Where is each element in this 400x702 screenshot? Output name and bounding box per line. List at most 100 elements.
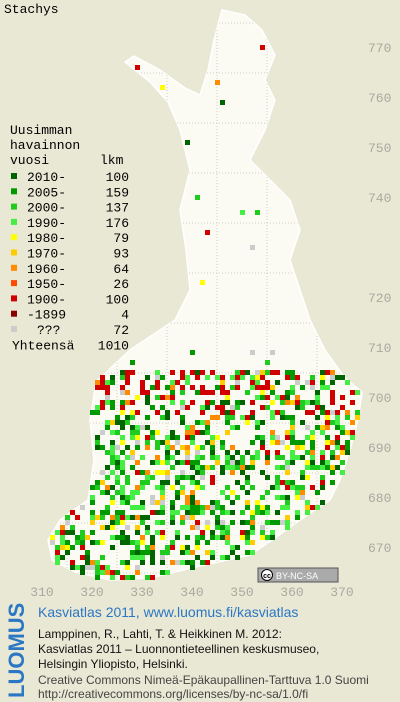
record-cell — [250, 385, 255, 390]
record-cell — [115, 460, 120, 465]
record-cell — [155, 530, 160, 535]
record-cell — [135, 395, 140, 400]
record-cell — [160, 440, 165, 445]
record-cell — [220, 400, 225, 405]
record-cell — [310, 400, 315, 405]
record-cell — [250, 400, 255, 405]
record-cell — [195, 195, 200, 200]
record-cell — [135, 485, 140, 490]
record-cell — [220, 375, 225, 380]
record-cell — [140, 540, 145, 545]
record-cell — [105, 570, 110, 575]
record-cell — [255, 210, 260, 215]
record-cell — [315, 395, 320, 400]
record-cell — [150, 405, 155, 410]
record-cell — [155, 430, 160, 435]
record-cell — [225, 430, 230, 435]
record-cell — [260, 390, 265, 395]
record-cell — [115, 535, 120, 540]
record-cell — [195, 535, 200, 540]
record-cell — [125, 420, 130, 425]
record-cell — [120, 510, 125, 515]
x-grid-label: 320 — [80, 585, 103, 600]
record-cell — [170, 510, 175, 515]
record-cell — [335, 455, 340, 460]
legend-total-label: Yhteensä — [12, 338, 75, 353]
record-cell — [150, 545, 155, 550]
record-cell — [195, 505, 200, 510]
record-cell — [290, 400, 295, 405]
record-cell — [300, 445, 305, 450]
record-cell — [275, 395, 280, 400]
record-cell — [250, 530, 255, 535]
record-cell — [85, 560, 90, 565]
record-cell — [185, 505, 190, 510]
record-cell — [135, 470, 140, 475]
record-cell — [175, 435, 180, 440]
record-cell — [310, 375, 315, 380]
record-cell — [140, 425, 145, 430]
record-cell — [200, 510, 205, 515]
record-cell — [270, 385, 275, 390]
record-cell — [295, 455, 300, 460]
record-cell — [305, 450, 310, 455]
legend-swatch — [11, 280, 17, 287]
record-cell — [215, 385, 220, 390]
record-cell — [125, 375, 130, 380]
record-cell — [150, 550, 155, 555]
record-cell — [240, 465, 245, 470]
record-cell — [325, 465, 330, 470]
record-cell — [225, 410, 230, 415]
record-cell — [195, 545, 200, 550]
record-cell — [165, 480, 170, 485]
record-cell — [110, 460, 115, 465]
record-cell — [330, 440, 335, 445]
record-cell — [120, 420, 125, 425]
record-cell — [120, 375, 125, 380]
record-cell — [180, 385, 185, 390]
record-cell — [135, 505, 140, 510]
record-cell — [125, 535, 130, 540]
record-cell — [105, 465, 110, 470]
record-cell — [140, 535, 145, 540]
record-cell — [120, 470, 125, 475]
record-cell — [55, 550, 60, 555]
record-cell — [135, 570, 140, 575]
record-cell — [335, 375, 340, 380]
record-cell — [250, 465, 255, 470]
record-cell — [290, 435, 295, 440]
record-cell — [215, 435, 220, 440]
record-cell — [160, 570, 165, 575]
record-cell — [270, 485, 275, 490]
record-cell — [210, 415, 215, 420]
record-cell — [110, 405, 115, 410]
record-cell — [185, 545, 190, 550]
record-cell — [345, 415, 350, 420]
record-cell — [280, 400, 285, 405]
record-cell — [140, 455, 145, 460]
record-cell — [305, 435, 310, 440]
record-cell — [340, 395, 345, 400]
record-cell — [245, 415, 250, 420]
record-cell — [100, 385, 105, 390]
record-cell — [200, 535, 205, 540]
record-cell — [255, 500, 260, 505]
record-cell — [345, 445, 350, 450]
record-cell — [180, 445, 185, 450]
record-cell — [105, 395, 110, 400]
record-cell — [285, 445, 290, 450]
record-cell — [125, 540, 130, 545]
record-cell — [190, 460, 195, 465]
record-cell — [265, 450, 270, 455]
record-cell — [115, 510, 120, 515]
record-cell — [105, 510, 110, 515]
record-cell — [220, 385, 225, 390]
record-cell — [165, 545, 170, 550]
record-cell — [135, 545, 140, 550]
record-cell — [285, 470, 290, 475]
link[interactable]: Kasviatlas 2011, www.luomus.fi/kasviatla… — [38, 604, 298, 620]
record-cell — [120, 485, 125, 490]
record-cell — [225, 535, 230, 540]
record-cell — [50, 540, 55, 545]
record-cell — [260, 370, 265, 375]
